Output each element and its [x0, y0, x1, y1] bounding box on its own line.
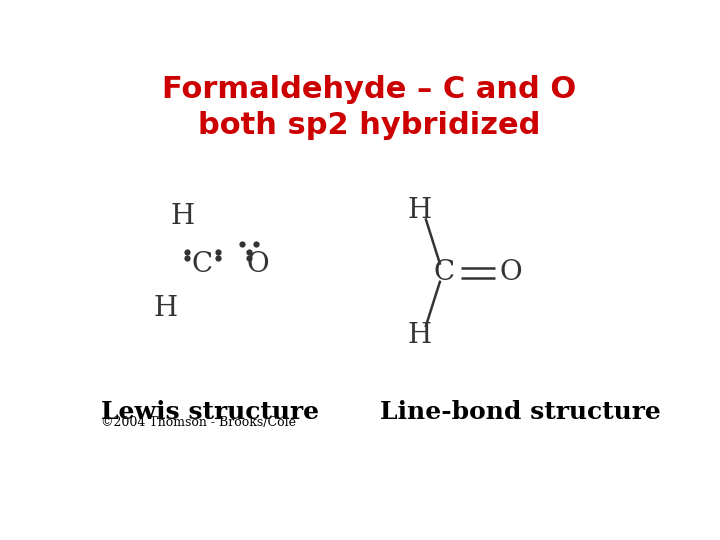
Text: H: H — [407, 197, 431, 224]
Text: Formaldehyde – C and O
both sp2 hybridized: Formaldehyde – C and O both sp2 hybridiz… — [162, 75, 576, 140]
Text: O: O — [500, 259, 523, 286]
Text: H: H — [170, 203, 194, 230]
Text: ©2004 Thomson - Brooks/Cole: ©2004 Thomson - Brooks/Cole — [101, 416, 296, 429]
Text: Lewis structure: Lewis structure — [101, 400, 319, 423]
Text: Line-bond structure: Line-bond structure — [380, 400, 661, 423]
Text: O: O — [246, 251, 269, 278]
Text: C: C — [191, 251, 212, 278]
Text: H: H — [153, 294, 177, 321]
Text: C: C — [433, 259, 455, 286]
Text: H: H — [407, 321, 431, 349]
